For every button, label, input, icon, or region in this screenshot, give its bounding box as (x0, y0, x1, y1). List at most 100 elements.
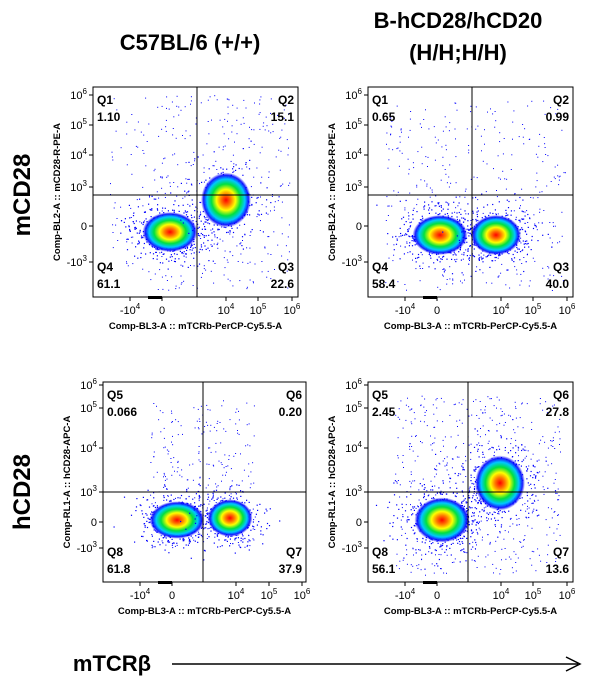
axis-zero-marker (423, 296, 437, 299)
quadrant-name-q5: Q5 (372, 388, 388, 402)
y-tick-label: 0 (356, 221, 362, 233)
y-axis-title: Comp-RL1-A :: hCD28-APC-A (327, 416, 338, 549)
row-label-hcd28: hCD28 (9, 454, 36, 530)
x-tick-label: 105 (525, 302, 542, 317)
y-tick-label: 103 (70, 179, 87, 194)
column-title-humanized-line2: (H/H;H/H) (409, 40, 507, 65)
y-tick-label: 104 (70, 147, 87, 162)
quadrant-value-q7: 37.9 (279, 562, 303, 576)
x-axis-title: Comp-BL3-A :: mTCRb-PerCP-Cy5.5-A (109, 321, 282, 332)
x-tick-label: 0 (434, 305, 440, 317)
y-tick-label: 0 (356, 517, 362, 529)
x-axis-title: Comp-BL3-A :: mTCRb-PerCP-Cy5.5-A (384, 606, 557, 617)
y-tick-label: 106 (70, 87, 87, 102)
y-axis-title: Comp-BL2-A :: mCD28-R-PE-A (327, 123, 338, 261)
density-cluster (471, 215, 521, 255)
x-tick-label: -104 (395, 587, 416, 602)
column-title-c57: C57BL/6 (+/+) (120, 30, 261, 55)
x-tick-label: 104 (228, 587, 245, 602)
y-tick-label: 104 (345, 440, 362, 455)
quadrant-name-q6: Q6 (553, 388, 569, 402)
quadrant-name-q4: Q4 (372, 260, 388, 274)
x-tick-label: 105 (525, 587, 542, 602)
quadrant-name-q7: Q7 (286, 545, 302, 559)
quadrant-name-q2: Q2 (278, 93, 294, 107)
x-tick-label: 104 (493, 587, 510, 602)
axis-zero-marker (148, 296, 162, 299)
y-tick-label: 103 (345, 484, 362, 499)
quadrant-value-q2: 0.99 (546, 110, 570, 124)
plot-frame (92, 86, 299, 298)
density-cluster (414, 497, 470, 543)
density-dots (376, 100, 566, 291)
plot-frame (367, 86, 574, 298)
axis-zero-marker (158, 581, 172, 584)
y-tick-label: 106 (345, 87, 362, 102)
x-tick-label: -104 (395, 302, 416, 317)
x-tick-label: 106 (559, 587, 576, 602)
quadrant-value-q6: 27.8 (546, 405, 570, 419)
quadrant-value-q1: 0.65 (372, 110, 396, 124)
y-tick-label: 0 (81, 221, 87, 233)
bottom-arrow-head (565, 656, 582, 672)
quadrant-name-q3: Q3 (553, 260, 569, 274)
quadrant-value-q8: 56.1 (372, 562, 396, 576)
x-tick-label: -104 (120, 302, 141, 317)
plot-frame (367, 381, 574, 583)
quadrant-name-q1: Q1 (372, 93, 388, 107)
y-tick-label: -103 (342, 540, 363, 555)
quadrant-name-q2: Q2 (553, 93, 569, 107)
x-tick-label: 0 (434, 590, 440, 602)
quadrant-value-q4: 58.4 (372, 277, 396, 291)
y-tick-label: 104 (80, 440, 97, 455)
density-cluster (142, 212, 198, 252)
y-tick-label: 103 (80, 484, 97, 499)
x-axis-title: Comp-BL3-A :: mTCRb-PerCP-Cy5.5-A (384, 321, 557, 332)
y-tick-label: -103 (67, 254, 88, 269)
quadrant-name-q5: Q5 (107, 388, 123, 402)
quadrant-value-q2: 15.1 (271, 110, 295, 124)
x-tick-label: 106 (559, 302, 576, 317)
quadrant-name-q7: Q7 (553, 545, 569, 559)
y-tick-label: 105 (70, 117, 87, 132)
plot-frame (102, 381, 307, 583)
y-tick-label: 106 (345, 377, 362, 392)
y-axis-title: Comp-RL1-A :: hCD28-APC-A (62, 416, 73, 549)
quadrant-name-q1: Q1 (97, 93, 113, 107)
x-axis-title: Comp-BL3-A :: mTCRb-PerCP-Cy5.5-A (118, 606, 291, 617)
x-tick-label: 105 (261, 587, 278, 602)
x-tick-label: 105 (250, 302, 267, 317)
quadrant-value-q1: 1.10 (97, 110, 121, 124)
quadrant-name-q4: Q4 (97, 260, 113, 274)
quadrant-value-q6: 0.20 (279, 405, 303, 419)
density-dots (113, 400, 281, 561)
density-cluster (149, 501, 205, 539)
y-tick-label: 105 (80, 400, 97, 415)
density-dots (375, 395, 561, 576)
row-label-mcd28: mCD28 (9, 154, 36, 237)
density-cluster (201, 172, 251, 228)
y-axis-title: Comp-BL2-A :: mCD28-R-PE-A (52, 123, 63, 261)
x-tick-label: 104 (493, 302, 510, 317)
quadrant-value-q5: 2.45 (372, 405, 396, 419)
quadrant-name-q3: Q3 (278, 260, 294, 274)
bottom-axis-label: mTCRβ (73, 651, 151, 676)
quadrant-value-q3: 40.0 (546, 277, 570, 291)
y-tick-label: 0 (91, 517, 97, 529)
x-tick-label: 0 (159, 305, 165, 317)
y-tick-label: -103 (77, 540, 98, 555)
x-tick-label: 106 (284, 302, 301, 317)
x-tick-label: -104 (130, 587, 151, 602)
axis-zero-marker (423, 581, 437, 584)
x-tick-label: 0 (169, 590, 175, 602)
quadrant-value-q4: 61.1 (97, 277, 121, 291)
density-cluster (207, 499, 253, 537)
y-tick-label: 106 (80, 377, 97, 392)
quadrant-value-q8: 61.8 (107, 562, 131, 576)
